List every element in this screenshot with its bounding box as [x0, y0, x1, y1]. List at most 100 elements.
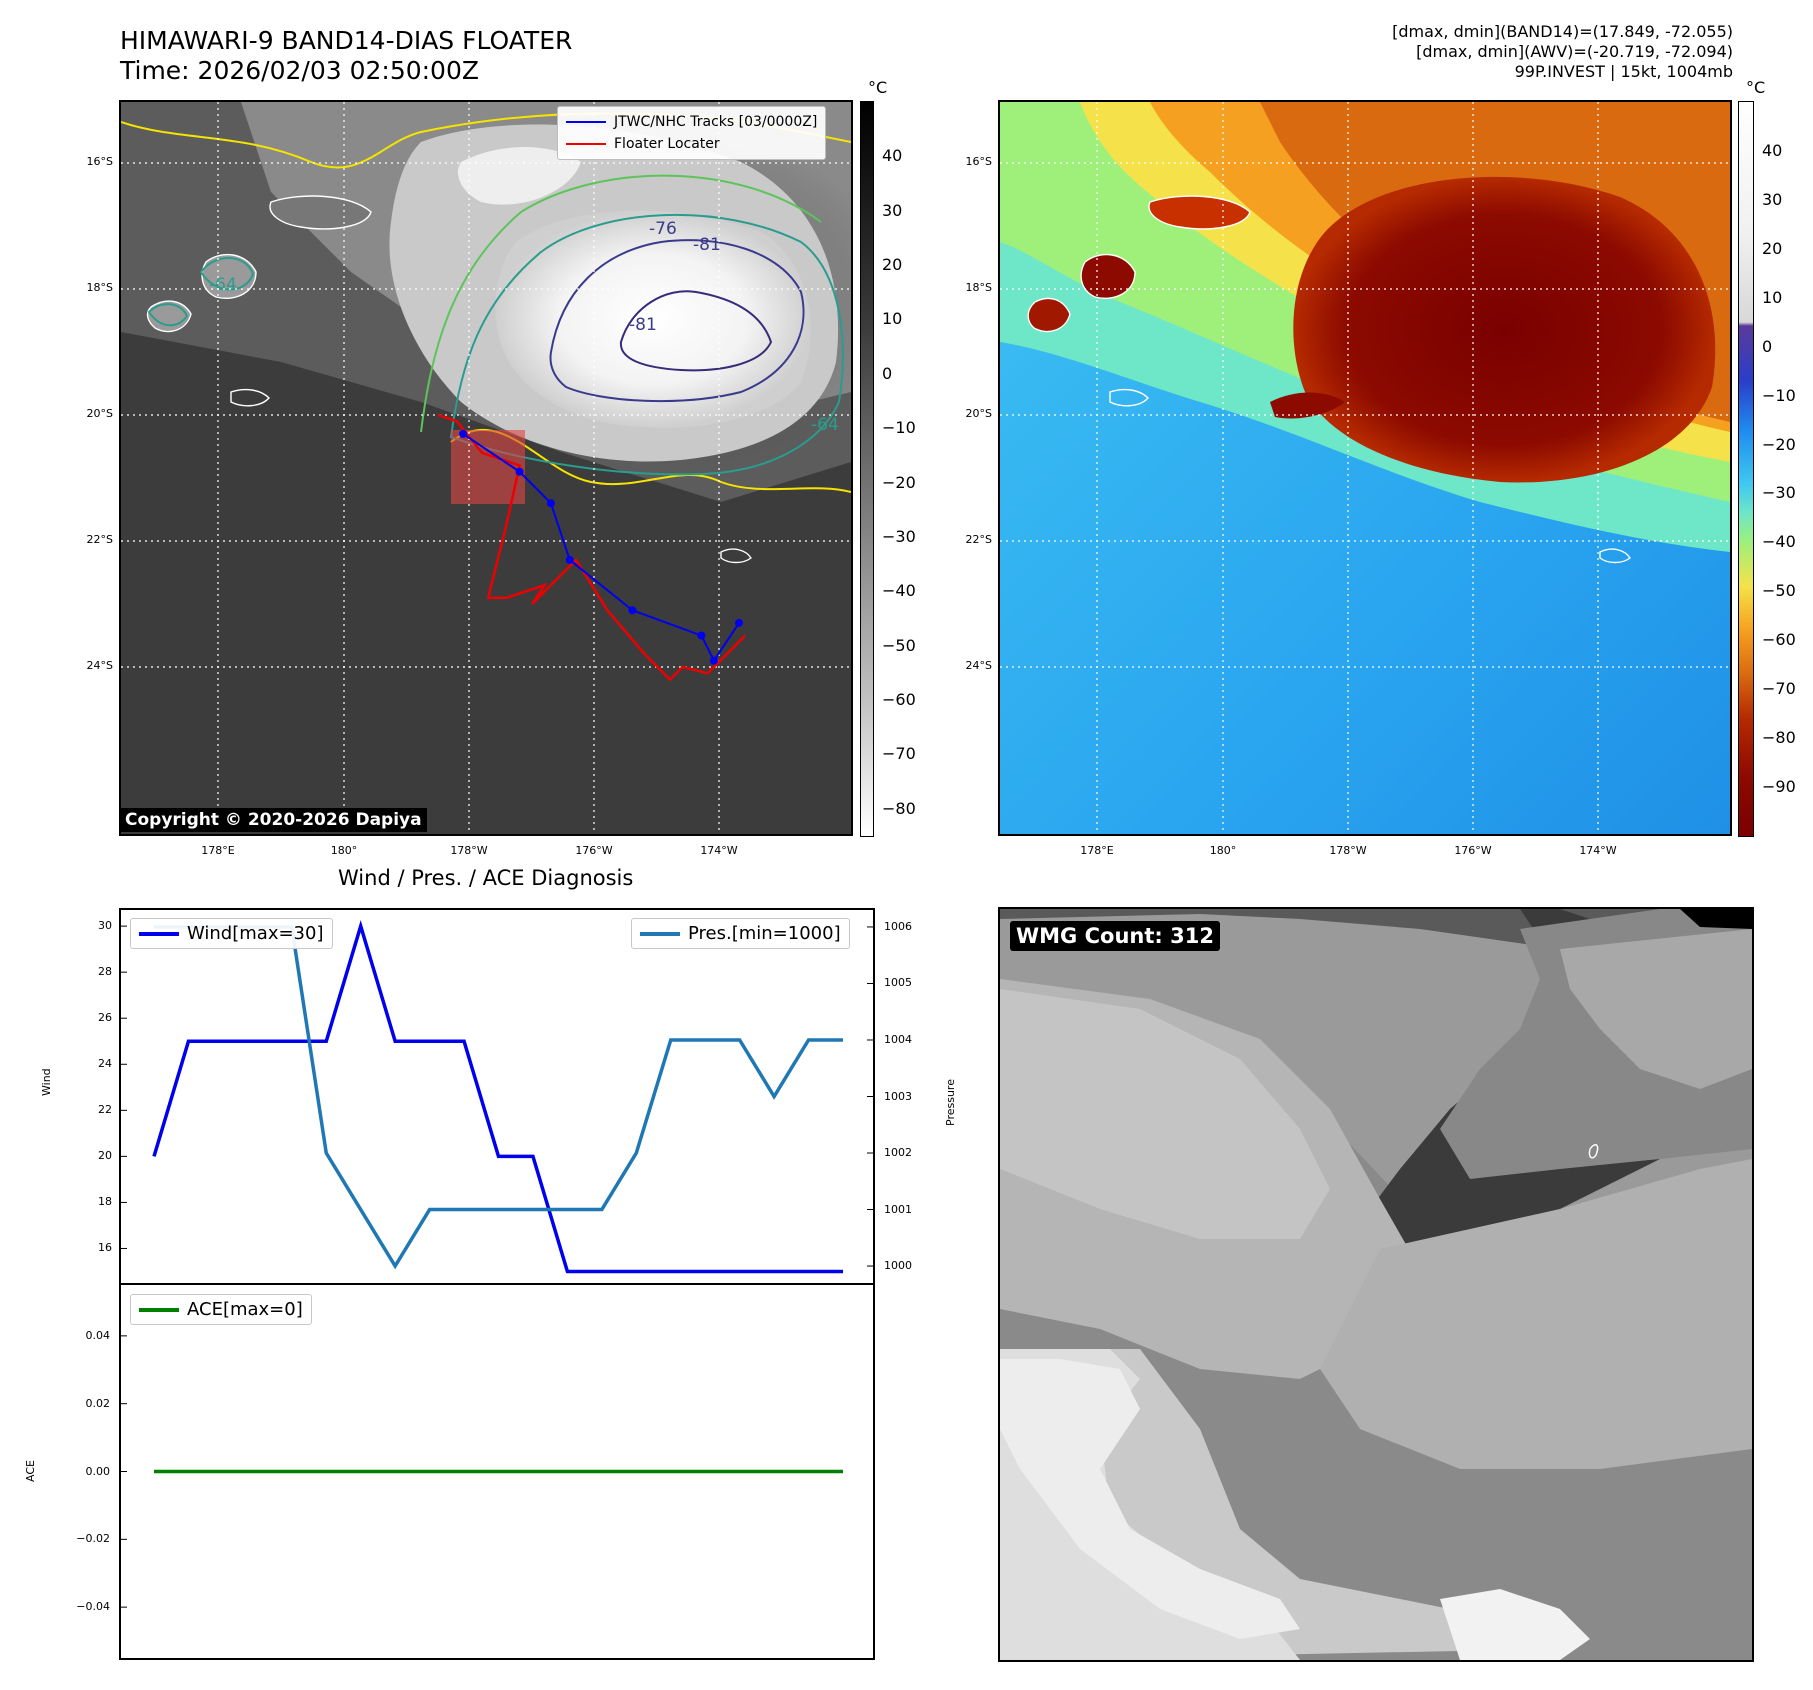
lat-tick-label: 24°S	[965, 659, 992, 672]
ace-legend-label: ACE[max=0]	[187, 1299, 303, 1320]
contour-label: -64	[811, 415, 839, 435]
colorbar-tick-label: −90	[1762, 777, 1796, 797]
wind-tick-label: 16	[98, 1241, 112, 1255]
track-point	[628, 606, 637, 615]
colorbar-tick-label: 20	[882, 255, 903, 275]
lat-tick-label: 18°S	[965, 281, 992, 294]
track-point	[709, 656, 718, 665]
lon-tick-label: 178°W	[1329, 844, 1367, 857]
pressure-tick-label: 1003	[884, 1089, 912, 1103]
map-legend: JTWC/NHC Tracks [03/0000Z] Floater Locat…	[557, 106, 827, 160]
diagnosis-title: Wind / Pres. / ACE Diagnosis	[338, 866, 634, 890]
floater-swatch	[566, 143, 606, 145]
wind-legend-swatch	[139, 931, 179, 936]
ace-legend-swatch	[139, 1307, 179, 1312]
lon-tick-label: 180°	[330, 844, 358, 857]
colorbar-tick-label: −70	[882, 744, 916, 764]
wind-legend: Wind[max=30]	[130, 918, 333, 949]
pressure-tick-label: 1000	[884, 1259, 912, 1273]
band14-range: [dmax, dmin](BAND14)=(17.849, -72.055)	[1392, 22, 1733, 41]
colorbar-tick-label: 0	[882, 363, 893, 383]
colorbar-tick-label: 30	[1762, 189, 1783, 209]
colored-ir-map	[998, 100, 1732, 836]
title-satellite: HIMAWARI-9 BAND14-DIAS FLOATER	[120, 26, 573, 55]
colorbar-tick-label: 0	[1762, 336, 1773, 356]
colorbar-tick-label: 20	[1762, 238, 1783, 258]
wind-pressure-chart	[119, 908, 875, 1285]
colorbar-tick-label: −10	[882, 418, 916, 438]
ace-tick-label: −0.04	[76, 1600, 110, 1614]
colorbar-tick-label: −60	[1762, 630, 1796, 650]
pressure-tick-label: 1004	[884, 1032, 912, 1046]
colorbar-tick-label: −20	[1762, 434, 1796, 454]
ace-tick-label: 0.00	[85, 1464, 111, 1478]
copyright-badge: Copyright © 2020-2026 Dapiya	[120, 808, 427, 832]
colorbar-left	[860, 101, 874, 837]
lat-tick-label: 20°S	[965, 407, 992, 420]
band14-map: -76 -81 -81 -64 -64	[119, 100, 853, 836]
colorbar-tick-label: −10	[1762, 385, 1796, 405]
contour-label: -64	[209, 275, 237, 295]
storm-info: [dmax, dmin](BAND14)=(17.849, -72.055) […	[1392, 22, 1733, 82]
awv-range: [dmax, dmin](AWV)=(-20.719, -72.094)	[1416, 42, 1733, 61]
wind-tick-label: 18	[98, 1195, 112, 1209]
contour-label: -76	[649, 219, 677, 239]
colorbar-tick-label: −60	[882, 690, 916, 710]
floater-locater-track	[437, 413, 747, 682]
wind-series-line	[152, 920, 843, 1274]
ace-tick-label: −0.02	[76, 1532, 110, 1546]
lon-tick-label: 176°W	[575, 844, 613, 857]
jtwc-track-swatch	[566, 121, 606, 123]
lon-tick-label: 176°W	[1454, 844, 1492, 857]
lat-tick-label: 24°S	[86, 659, 113, 672]
pressure-tick-label: 1002	[884, 1146, 912, 1159]
lat-tick-label: 20°S	[86, 407, 113, 420]
legend-floater: Floater Locater	[614, 136, 720, 152]
colorbar-unit-left: °C	[868, 78, 888, 97]
track-point	[697, 631, 706, 640]
colorbar-tick-label: −50	[1762, 581, 1796, 601]
track-point	[546, 499, 555, 508]
pressure-axis-label: Pressure	[944, 1079, 957, 1126]
pressure-tick-label: 1001	[884, 1202, 912, 1216]
legend-jtwc: JTWC/NHC Tracks [03/0000Z]	[614, 114, 818, 130]
wind-tick-label: 26	[98, 1011, 112, 1025]
colorbar-tick-label: −80	[1762, 728, 1796, 748]
wind-tick-label: 22	[98, 1103, 112, 1117]
pressure-tick-label: 1005	[884, 976, 912, 990]
colorbar-tick-label: −30	[882, 526, 916, 546]
ace-chart	[119, 1283, 875, 1660]
pressure-legend-swatch	[640, 931, 680, 936]
pressure-series-line	[154, 925, 843, 1270]
colorbar-tick-label: −20	[882, 472, 916, 492]
storm-id: 99P.INVEST | 15kt, 1004mb	[1514, 62, 1733, 81]
wmg-count-badge: WMG Count: 312	[1010, 921, 1220, 951]
colorbar-tick-label: −80	[882, 798, 916, 818]
pressure-tick-label: 1006	[884, 919, 912, 933]
contour-label: -81	[629, 315, 657, 335]
track-point	[515, 467, 524, 476]
colorbar-tick-label: 40	[882, 146, 903, 166]
lon-tick-label: 178°E	[201, 844, 235, 857]
title-time: Time: 2026/02/03 02:50:00Z	[120, 56, 479, 85]
wind-tick-label: 24	[98, 1057, 112, 1071]
colorbar-tick-label: −40	[1762, 532, 1796, 552]
ace-tick-label: 0.04	[85, 1328, 111, 1342]
wind-tick-label: 20	[98, 1149, 112, 1163]
wind-tick-label: 30	[98, 919, 112, 933]
track-point	[565, 555, 574, 564]
colorbar-tick-label: −50	[882, 635, 916, 655]
wind-axis-label: Wind	[40, 1068, 53, 1096]
colorbar-right	[1738, 101, 1754, 837]
lon-tick-label: 180°	[1209, 844, 1237, 857]
colorbar-tick-label: −70	[1762, 679, 1796, 699]
ace-legend: ACE[max=0]	[130, 1294, 312, 1325]
colorbar-tick-label: −30	[1762, 483, 1796, 503]
figure-title: HIMAWARI-9 BAND14-DIAS FLOATER Time: 202…	[120, 26, 572, 86]
lat-tick-label: 16°S	[86, 155, 113, 168]
jtwc-track	[462, 433, 740, 663]
ace-tick-label: 0.02	[85, 1396, 111, 1410]
colorbar-tick-label: −40	[882, 581, 916, 601]
lat-tick-label: 16°S	[965, 155, 992, 168]
wind-legend-label: Wind[max=30]	[187, 923, 324, 944]
